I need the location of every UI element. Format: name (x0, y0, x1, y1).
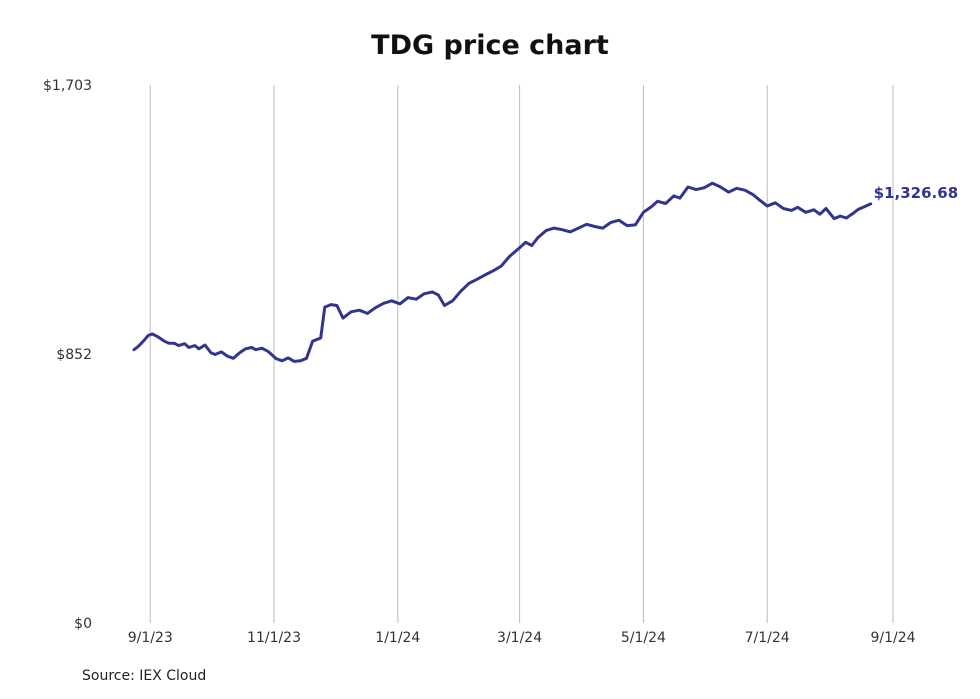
y-tick-label: $1,703 (43, 78, 92, 94)
y-axis-labels: $0 $852 $1,703 (43, 78, 92, 632)
x-tick-label: 9/1/24 (870, 630, 915, 646)
gridlines (149, 85, 894, 623)
x-tick-label: 9/1/23 (128, 630, 173, 646)
last-price-label: $1,326.68 (874, 184, 958, 202)
x-tick-label: 7/1/24 (745, 630, 790, 646)
x-tick-label: 3/1/24 (497, 630, 542, 646)
chart-title: TDG price chart (371, 30, 609, 61)
x-tick-label: 5/1/24 (621, 630, 666, 646)
price-series-line (132, 181, 873, 363)
x-tick-label: 1/1/24 (375, 630, 420, 646)
x-tick-label: 11/1/23 (247, 630, 301, 646)
y-tick-label: $0 (74, 616, 92, 632)
x-axis-labels: 9/1/23 11/1/23 1/1/24 3/1/24 5/1/24 7/1/24 9/1… (128, 630, 916, 646)
source-note: Source: IEX Cloud (82, 668, 207, 684)
y-tick-label: $852 (56, 347, 92, 363)
